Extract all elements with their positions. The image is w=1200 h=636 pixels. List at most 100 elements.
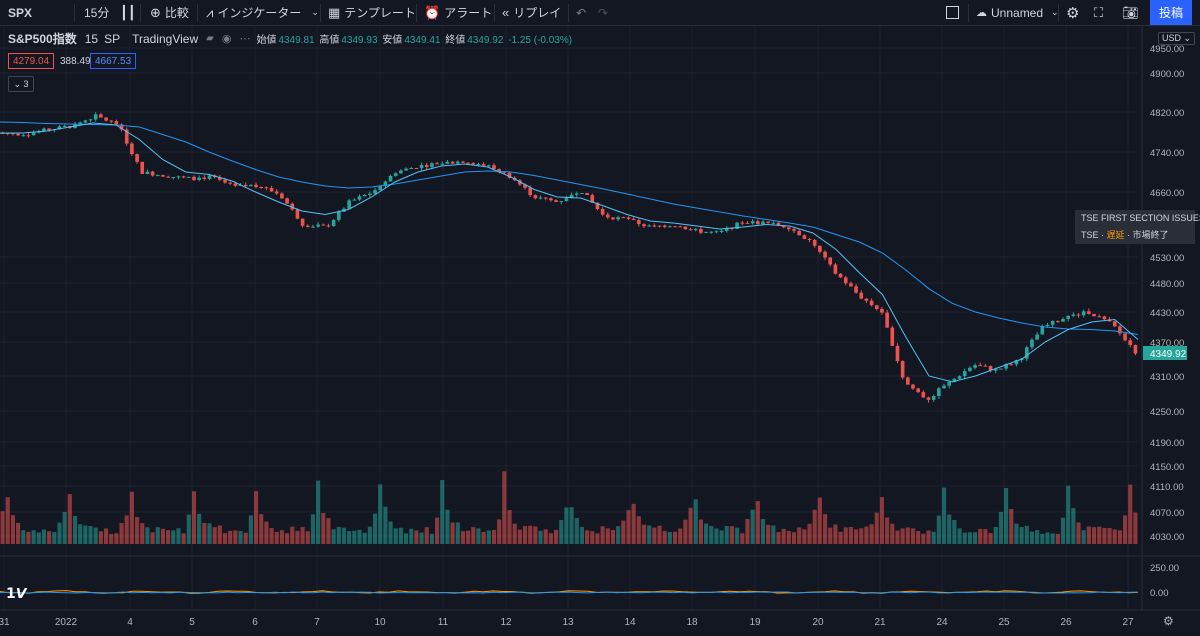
candle-body (57, 126, 62, 130)
candle-body (430, 163, 434, 167)
volume-bar (326, 518, 331, 544)
market-status-line: TSE · 遅延 · 市場終了 (1081, 230, 1169, 240)
time-tick-label: 13 (562, 617, 574, 628)
time-tick-label: 19 (749, 617, 761, 628)
candle-body (854, 286, 858, 293)
candle-body (290, 203, 295, 210)
volume-bar (750, 509, 755, 544)
volume-bar (1024, 525, 1029, 544)
volume-bar (497, 519, 502, 544)
volume-bars (0, 471, 1138, 544)
volume-bar (352, 530, 357, 544)
templates-button[interactable]: ▦ テンプレート (328, 4, 416, 21)
volume-bar (522, 526, 528, 544)
bookmark-icon[interactable]: ▰ (206, 33, 214, 44)
fullscreen-layout-button[interactable] (946, 0, 959, 25)
volume-bar (243, 532, 248, 544)
eye-icon[interactable]: ◉ (221, 33, 232, 45)
candle-body (642, 224, 646, 227)
volume-bar (916, 530, 921, 544)
candle-body (978, 365, 983, 367)
candle-body (574, 193, 579, 195)
volume-bar (181, 533, 186, 544)
collapse-indicators-button[interactable]: ⌄ 3 (8, 76, 34, 92)
volume-bar (150, 532, 155, 544)
candle-body (233, 183, 238, 186)
candle-body (280, 193, 284, 199)
toolbar-divider (1058, 4, 1059, 22)
undo-button[interactable]: ↶ (576, 0, 586, 25)
alert-button[interactable]: ⏰ アラート (424, 4, 493, 21)
volume-bar (331, 529, 336, 544)
candle-body (761, 221, 765, 225)
candle-body (1128, 340, 1133, 345)
volume-bar (429, 533, 434, 544)
candle-body (554, 200, 558, 202)
candle-body (455, 161, 460, 164)
volume-bar (502, 471, 507, 544)
volume-bar (491, 530, 497, 544)
volume-bar (590, 531, 595, 544)
compare-button[interactable]: ⊕ 比較 (150, 4, 189, 21)
candle-body (812, 239, 817, 246)
candle-body (507, 172, 512, 178)
toolbar-divider (968, 4, 969, 22)
candle-body (704, 231, 708, 233)
more-icon[interactable]: ⋯ (239, 33, 251, 45)
volume-bar (512, 523, 517, 544)
candle-body (269, 187, 274, 192)
symbol-search-button[interactable]: SPX (8, 5, 33, 20)
redo-button[interactable]: ↷ (598, 0, 608, 25)
indicator-tick-label: 250.00 (1150, 563, 1179, 574)
volume-bar (93, 527, 98, 544)
axis-settings-gear-icon[interactable]: ⚙ (1163, 614, 1174, 628)
candle-body (254, 184, 258, 187)
candle-body (585, 193, 589, 196)
volume-bar (62, 511, 67, 544)
moving-average-slow (0, 121, 1139, 335)
volume-bar (709, 526, 714, 544)
price-tick-label: 4660.00 (1150, 188, 1184, 199)
volume-bar (119, 523, 124, 544)
indicators-button[interactable]: ⩘ インジケーター ⌄ (206, 4, 319, 21)
volume-bar (78, 524, 83, 544)
candle-body (843, 277, 848, 284)
layout-name-button[interactable]: ☁ Unnamed ⌄ (976, 5, 1059, 20)
candle-body (1066, 315, 1070, 319)
volume-bar (1128, 484, 1133, 544)
candle-body (631, 218, 636, 221)
fullscreen-button[interactable]: ⛶ (1094, 0, 1103, 25)
price-chart[interactable]: 4950.004900.004820.004740.004660.004530.… (0, 26, 1200, 636)
symbol-title[interactable]: S&P500指数 (8, 32, 77, 46)
candle-body (155, 175, 160, 177)
snapshot-button[interactable]: 📷︎ (1122, 0, 1139, 25)
volume-bar (259, 514, 264, 544)
price-tick-label: 4950.00 (1150, 44, 1184, 55)
market-status-panel: TSE FIRST SECTION ISSUES TSE · 遅延 · 市場終了 (1075, 210, 1200, 244)
tradingview-logo-icon[interactable]: 𝟭𝙑 (6, 585, 27, 601)
candle-body (414, 167, 419, 169)
publish-button[interactable]: 投稿 (1150, 0, 1192, 25)
volume-bar (228, 530, 233, 544)
settings-button[interactable]: ⚙ (1066, 0, 1079, 25)
volume-bar (378, 484, 383, 544)
interval-button[interactable]: 15分 (84, 6, 110, 20)
volume-bar (1117, 530, 1122, 544)
chart-type-button[interactable]: ┃┃ (120, 0, 140, 25)
currency-button[interactable]: USD ⌄ (1158, 32, 1196, 45)
top-toolbar: SPX 15分 ┃┃ ⊕ 比較 ⩘ インジケーター ⌄ ▦ テンプレート ⏰ アラート «… (0, 0, 1200, 26)
volume-bar (962, 532, 967, 544)
candle-body (26, 135, 31, 137)
volume-bar (771, 525, 776, 544)
volume-bar (357, 529, 362, 544)
volume-bar (755, 501, 760, 544)
volume-bar (993, 526, 998, 544)
volume-bar (1066, 485, 1071, 544)
volume-bar (517, 529, 522, 544)
indicators-icon: ⩘ (206, 4, 214, 20)
candle-body (906, 377, 910, 385)
replay-button[interactable]: «リプレイ (502, 5, 562, 20)
volume-bar (559, 520, 564, 544)
candle-body (683, 226, 688, 230)
candle-body (1092, 313, 1096, 317)
